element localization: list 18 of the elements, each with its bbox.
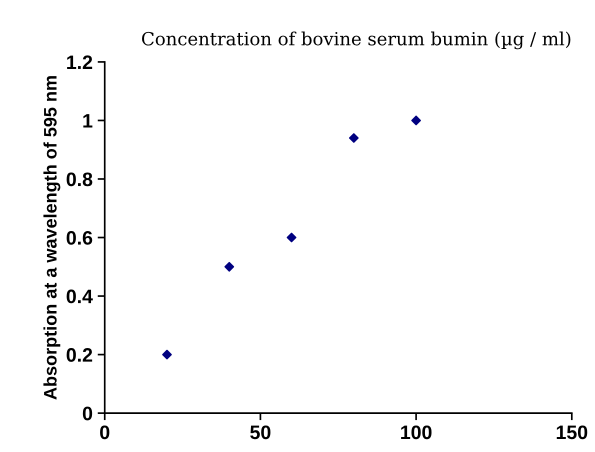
x-axis-title: Concentration of bovine serum bumin (µg / ml): [142, 32, 570, 50]
x-tick-label: 100: [401, 425, 432, 440]
x-tick-label: 50: [250, 425, 270, 440]
point: [286, 232, 296, 242]
point: [348, 133, 359, 143]
y-tick-label: 0.6: [66, 230, 92, 245]
y-tick-label: 0: [82, 406, 92, 420]
y-tick-label: 1.2: [67, 55, 92, 69]
y-tick-label: 0.8: [66, 172, 92, 186]
y-tick-label: 1: [83, 114, 92, 128]
x-tick-label: 0: [100, 425, 110, 440]
point: [224, 262, 234, 272]
y-tick-label: 0.2: [66, 348, 92, 362]
point: [162, 350, 172, 360]
y-tick-label: 0.4: [66, 290, 93, 304]
y-axis-title: Absorption at a wavelength of 595 nm: [43, 76, 60, 400]
point: [411, 116, 421, 126]
x-tick-label: 150: [556, 425, 588, 440]
